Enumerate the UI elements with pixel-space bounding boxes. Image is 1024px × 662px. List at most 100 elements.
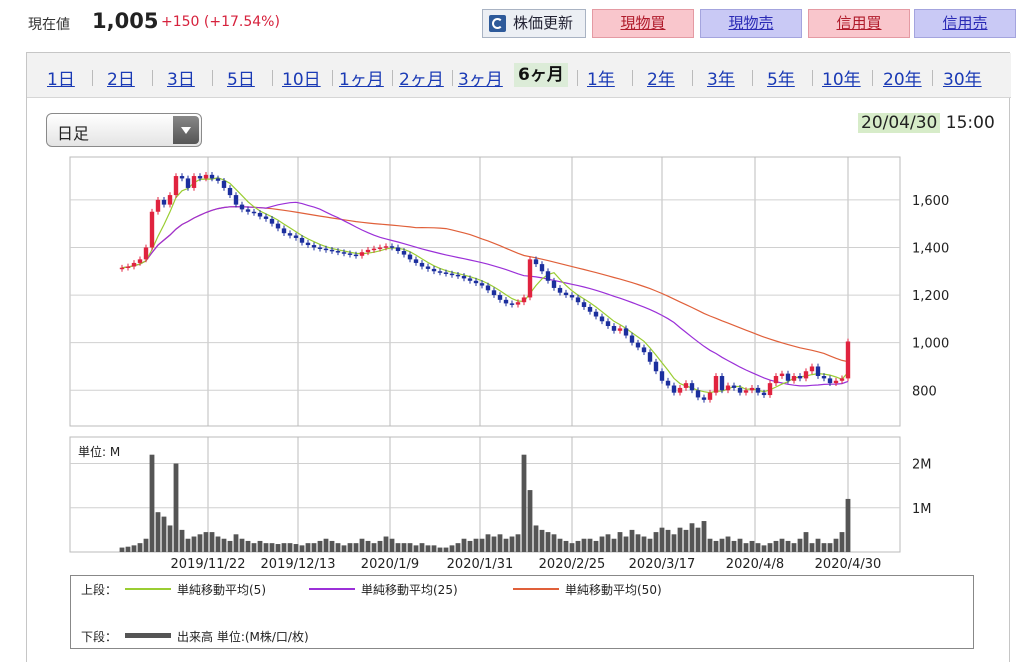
candle-body [467, 278, 473, 281]
volume-bar [323, 538, 329, 552]
tab-3y[interactable]: 3年 [707, 70, 735, 90]
volume-bar [773, 540, 779, 552]
tab-10d[interactable]: 10日 [282, 70, 321, 90]
volume-bar [755, 543, 761, 552]
price-tick-label: 1,200 [912, 289, 949, 304]
volume-bar [683, 529, 689, 552]
x-tick-label: 2020/4/8 [726, 557, 784, 572]
legend-ma50-swatch [513, 588, 559, 590]
tab-1m[interactable]: 1ヶ月 [339, 70, 384, 90]
candle-body [677, 387, 683, 393]
candle-body [767, 383, 773, 396]
tab-3d[interactable]: 3日 [167, 70, 195, 90]
candle-body [827, 378, 833, 384]
tab-10y[interactable]: 10年 [822, 70, 861, 90]
tab-separator [872, 70, 873, 86]
candle-body [227, 187, 233, 196]
legend-ma50: 単純移動平均(50) [565, 583, 662, 597]
volume-bar [347, 543, 353, 552]
tab-separator [152, 70, 153, 86]
candle-body [293, 235, 299, 238]
candle-body [125, 266, 131, 269]
volume-bar [353, 543, 359, 552]
current-price-value: 1,005 [92, 9, 159, 33]
candle-body [479, 283, 485, 286]
volume-bar [311, 543, 317, 552]
tab-6m[interactable]: 6ヶ月 [514, 63, 568, 87]
candle-body [755, 387, 761, 393]
candle-body [239, 204, 245, 210]
candle-body [221, 180, 227, 188]
candle-body [623, 328, 629, 336]
tab-2d[interactable]: 2日 [107, 70, 135, 90]
x-axis-ticks: 2019/11/22 2019/12/13 2020/1/9 2020/1/31 202… [171, 557, 882, 572]
candle-body [791, 376, 797, 381]
volume-bar [779, 538, 785, 552]
refresh-button[interactable]: 株価更新 [482, 9, 586, 38]
volume-bar [617, 532, 623, 552]
candle-body [407, 254, 413, 260]
tab-1y[interactable]: 1年 [587, 70, 615, 90]
tab-30y[interactable]: 30年 [943, 70, 982, 90]
volume-bar [527, 490, 533, 552]
volume-bar [131, 545, 137, 552]
tab-separator [92, 70, 93, 86]
volume-bar [611, 538, 617, 552]
volume-bar [659, 527, 665, 552]
volume-bars [119, 454, 851, 552]
tab-1d[interactable]: 1日 [47, 70, 75, 90]
volume-bar [743, 543, 749, 552]
candle-body [431, 268, 437, 272]
volume-bar [317, 540, 323, 552]
candle-body [287, 233, 293, 236]
volume-bar [593, 540, 599, 552]
candle-body [617, 328, 623, 331]
volume-unit-label: 単位: M [78, 444, 120, 459]
candle-body [425, 266, 431, 269]
candle-body [611, 326, 617, 331]
volume-bar [521, 454, 527, 552]
volume-bar [827, 543, 833, 552]
candle-body [563, 292, 569, 296]
volume-bar [545, 532, 551, 552]
candle-body [551, 280, 557, 288]
current-price-label: 現在値 [28, 17, 70, 33]
volume-bar [233, 534, 239, 552]
volume-bar [443, 547, 449, 552]
tab-5d[interactable]: 5日 [227, 70, 255, 90]
candle-body [497, 295, 503, 300]
candle-body [155, 199, 161, 212]
volume-bar [767, 543, 773, 552]
volume-bar [359, 538, 365, 552]
interval-select[interactable]: 日足 [46, 113, 202, 147]
tab-20y[interactable]: 20年 [883, 70, 922, 90]
candle-body [509, 303, 515, 305]
candle-body [797, 376, 803, 379]
tab-2y[interactable]: 2年 [647, 70, 675, 90]
volume-bar [161, 516, 167, 552]
legend-volume-swatch [125, 633, 171, 638]
candle-body [569, 295, 575, 298]
candle-body [779, 373, 785, 377]
volume-bar [449, 545, 455, 552]
margin-sell-button[interactable]: 信用売 [914, 9, 1016, 38]
spot-buy-button[interactable]: 現物買 [592, 9, 694, 38]
candle-body [503, 299, 509, 304]
candle-body [815, 366, 821, 377]
spot-sell-button[interactable]: 現物売 [700, 9, 802, 38]
candle-body [641, 347, 647, 353]
candle-body [347, 253, 353, 255]
volume-bar [677, 527, 683, 552]
x-tick-label: 2020/4/30 [815, 557, 882, 572]
tab-2m[interactable]: 2ヶ月 [399, 70, 444, 90]
tab-5y[interactable]: 5年 [767, 70, 795, 90]
margin-buy-button[interactable]: 信用買 [808, 9, 910, 38]
candle-body [671, 385, 677, 393]
volume-bar [341, 545, 347, 552]
volume-bar [845, 498, 851, 552]
candle-body [845, 341, 851, 379]
tab-3m[interactable]: 3ヶ月 [458, 70, 503, 90]
candle-body [185, 178, 191, 188]
candle-body [545, 271, 551, 281]
